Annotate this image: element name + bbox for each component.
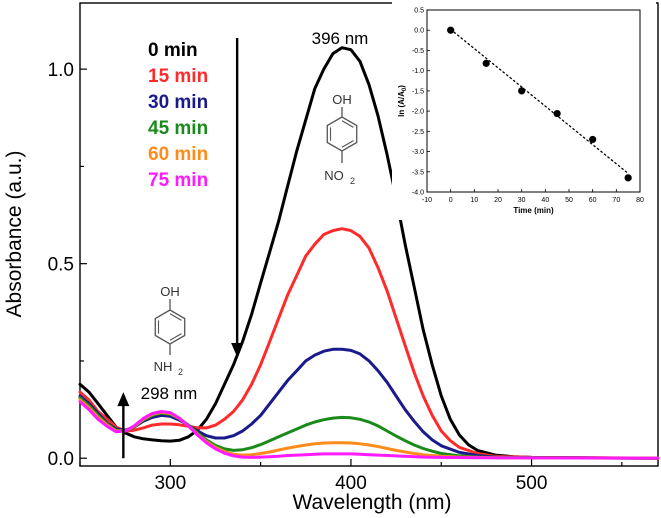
aminophenol-structure: OH NH 2	[154, 284, 186, 377]
inset-y-tick-label: -2.5	[412, 129, 424, 136]
peak-label-298: 298 nm	[141, 384, 198, 403]
inset-x-tick-label: 0	[449, 197, 453, 204]
inset-y-tick-label: 0.5	[414, 8, 424, 15]
inset-data-point	[553, 109, 561, 118]
y-tick-label: 0.5	[48, 255, 74, 276]
inset-background	[392, 2, 656, 220]
ring-double-bond	[341, 120, 354, 128]
y-axis-label: Absorbance (a.u.)	[3, 151, 26, 318]
label-oh: OH	[332, 92, 352, 107]
inset-x-tick-label: 70	[612, 197, 620, 204]
legend-entry-30-min: 30 min	[148, 92, 208, 113]
legend-entry-0-min: 0 min	[148, 40, 198, 61]
main-series-group	[78, 46, 660, 460]
aminophenol-ring	[154, 309, 186, 345]
inset-y-tick-label: -3.5	[412, 169, 424, 176]
inset-y-tick-label: -1.0	[412, 68, 424, 75]
series-line-60-min	[78, 398, 660, 460]
x-tick-label: 500	[516, 473, 548, 494]
inset-x-tick-label: 30	[518, 197, 526, 204]
inset-y-axis-label: ln (A/A0)	[397, 85, 408, 117]
inset-data-point	[482, 59, 490, 67]
label-nh2-subscript: 2	[178, 367, 183, 377]
inset-data-point	[589, 135, 597, 144]
annotations-group: 396 nm 298 nm OH NO 2 OH NH 2	[117, 29, 369, 459]
inset-frame	[426, 9, 641, 193]
nitrophenol-structure: OH NO 2	[324, 92, 358, 186]
label-nh2: NH	[154, 359, 173, 374]
nitrophenol-ring	[326, 116, 358, 152]
plot-frame	[79, 2, 659, 467]
label-no2: NO	[324, 168, 344, 183]
inset-x-axis-label: Time (min)	[513, 206, 554, 215]
ring-double-bond	[341, 140, 354, 148]
inset-fit-line	[450, 28, 629, 175]
inset-y-tick-label: -2.0	[412, 109, 424, 116]
inset-data-point	[447, 26, 455, 34]
inset-y-tick-label: -1.5	[412, 88, 424, 95]
x-axis-label: Wavelength (nm)	[292, 491, 451, 514]
series-line-45-min	[78, 396, 660, 460]
legend-entry-45-min: 45 min	[148, 118, 208, 139]
inset-x-tick-label: 20	[494, 197, 502, 204]
inset-y-tick-label: -0.5	[412, 48, 424, 55]
series-line-0-min	[78, 46, 660, 460]
inset-y-tick-label: -3.0	[412, 149, 424, 156]
series-line-15-min	[78, 227, 660, 460]
x-tick-label: 400	[335, 473, 367, 494]
label-no2-subscript: 2	[350, 176, 355, 186]
inset-x-tick-label: 80	[636, 197, 644, 204]
increase-arrow-head	[117, 392, 130, 407]
inset-data-point	[518, 87, 526, 95]
ring-double-bond	[169, 333, 182, 341]
legend: 0 min 15 min 30 min 45 min 60 min 75 min	[148, 40, 208, 191]
x-tick-label: 300	[154, 473, 186, 494]
label-oh: OH	[160, 284, 180, 299]
legend-entry-75-min: 75 min	[148, 170, 208, 191]
inset-y-tick-label: 0.0	[414, 28, 424, 35]
ring-double-bond	[169, 313, 182, 321]
legend-entry-15-min: 15 min	[148, 66, 208, 87]
series-line-75-min	[78, 400, 660, 460]
inset-x-tick-label: -10	[422, 197, 432, 204]
inset-x-tick-label: 60	[589, 197, 597, 204]
peak-label-396: 396 nm	[312, 29, 369, 48]
y-tick-label: 0.0	[48, 449, 74, 470]
decrease-arrow-head	[231, 343, 244, 358]
inset-chart: -10 0 10 20 30 40 50 60 70 80 0.5 0.0 -0.5 -1.0 -1.5 -2…	[392, 2, 656, 220]
inset-data-point	[624, 174, 632, 182]
y-tick-label: 1.0	[48, 60, 74, 81]
inset-y-tick-label: -4.0	[412, 190, 424, 197]
inset-x-tick-label: 50	[565, 197, 573, 204]
inset-x-tick-label: 10	[470, 197, 478, 204]
legend-entry-60-min: 60 min	[148, 144, 208, 165]
inset-x-tick-label: 40	[541, 197, 549, 204]
